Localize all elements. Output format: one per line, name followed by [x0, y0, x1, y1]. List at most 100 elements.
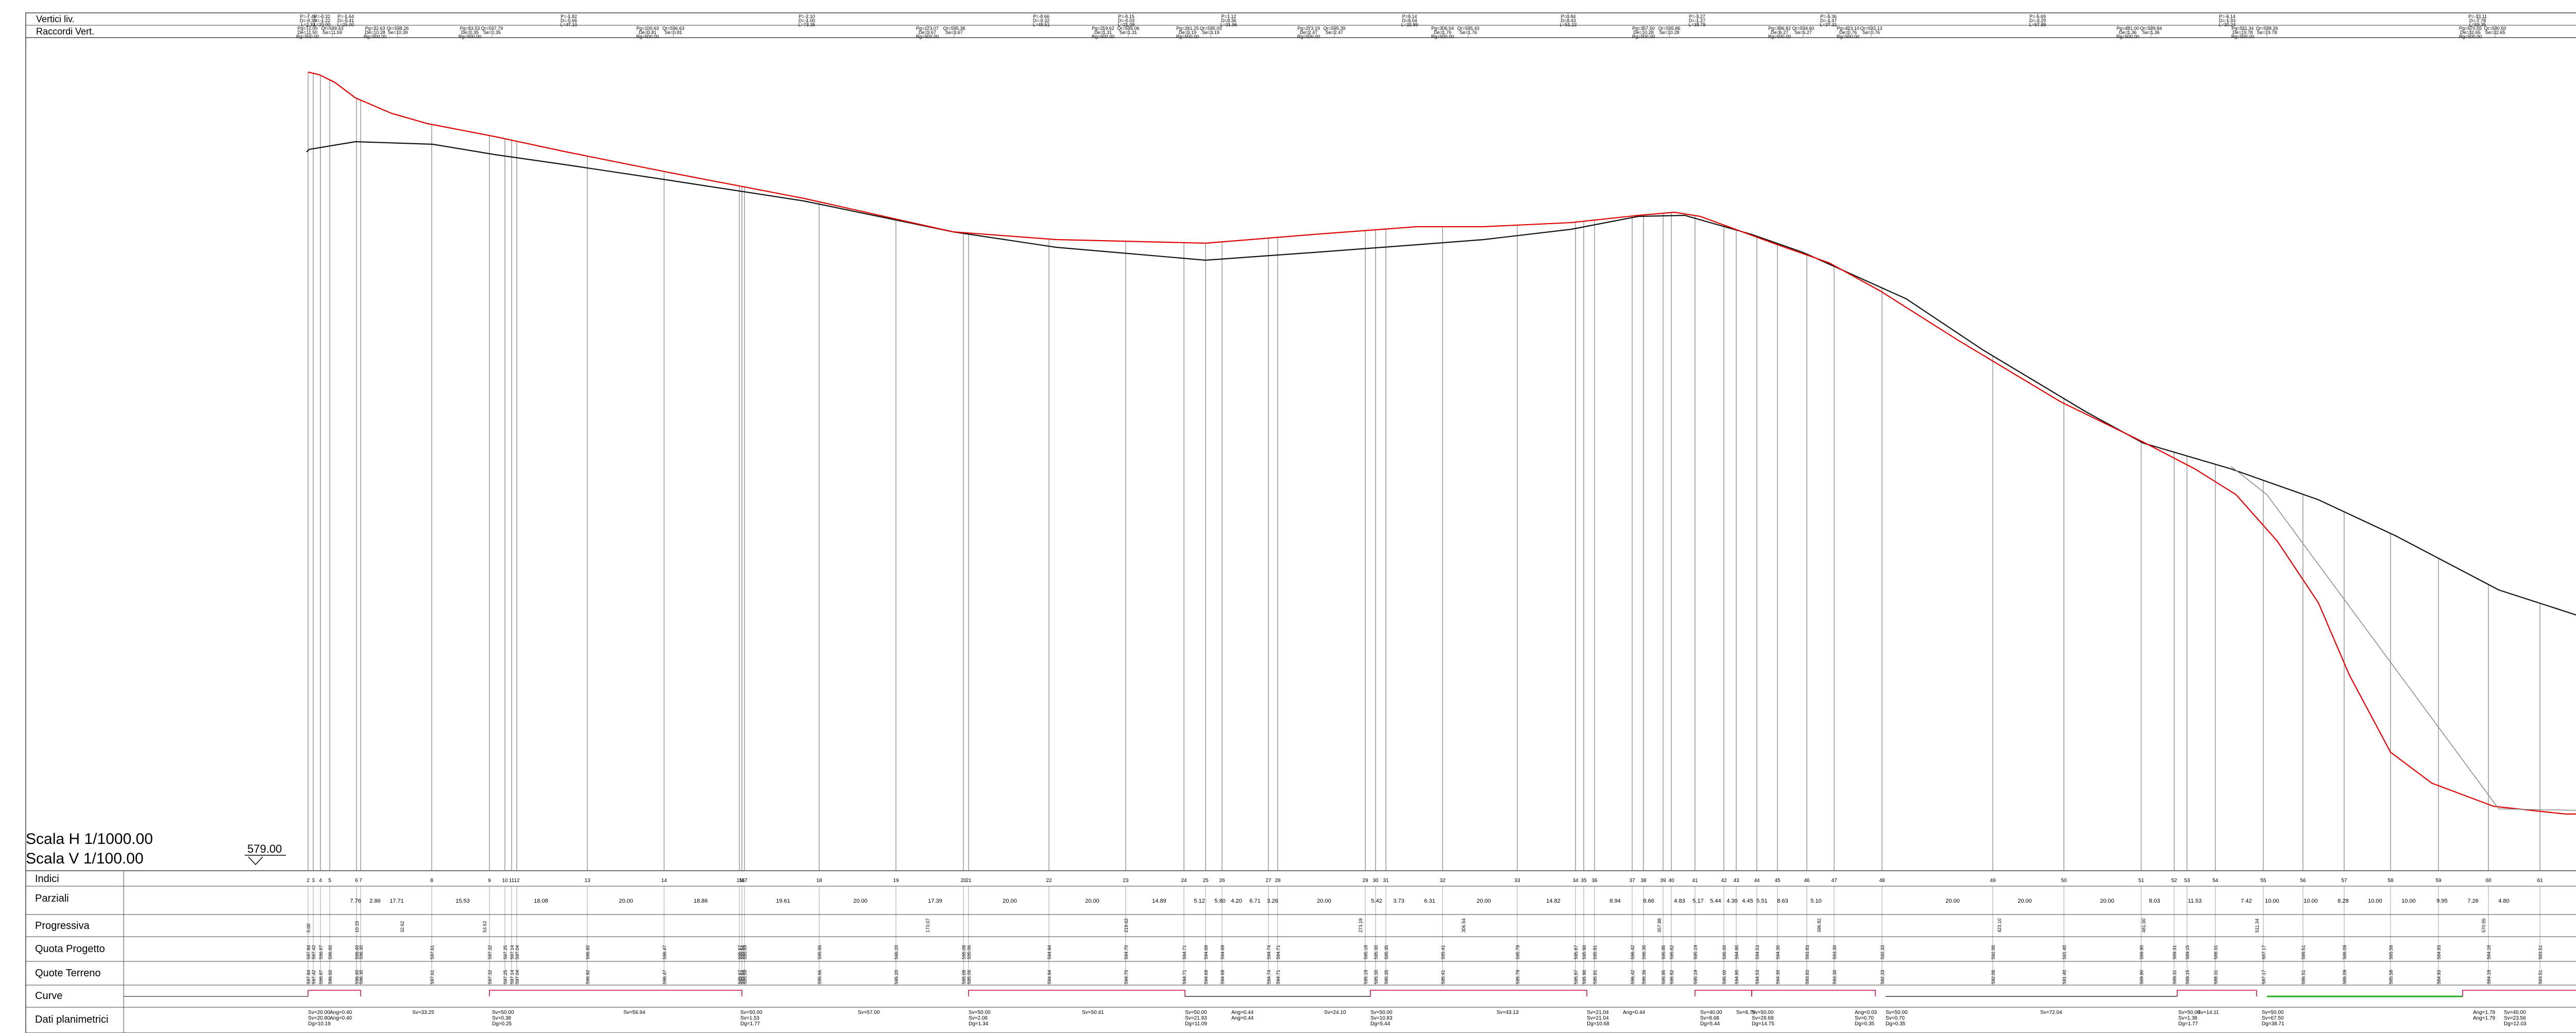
dato-planimetrico: Sv=40.00 Sv=23.56 Dg=12.03 — [2504, 1010, 2527, 1027]
quote-terreno-value: 594.80 — [1734, 970, 1739, 984]
parziale-value: 20.00 — [1477, 898, 1491, 904]
quote-terreno-value: 595.67 — [737, 970, 742, 984]
station-index: 7 — [359, 878, 362, 884]
station-index: 59 — [2435, 878, 2442, 884]
progressiva-value: 396.82 — [1817, 918, 1822, 933]
quota-progetto-value: 594.71 — [1276, 945, 1281, 959]
station-index: 43 — [1733, 878, 1739, 884]
reference-elevation: 579.00 — [247, 842, 282, 855]
quota-progetto-value: 596.36 — [1641, 945, 1647, 959]
quota-progetto-value: 589.31 — [2172, 945, 2177, 959]
curve-arc — [1694, 990, 1752, 996]
quota-progetto-value: 595.19 — [1693, 945, 1698, 959]
quota-progetto-value: 595.41 — [1440, 945, 1446, 959]
quote-terreno-value: 588.31 — [2213, 970, 2218, 984]
parziale-value: 18.86 — [693, 898, 708, 904]
station-index: 36 — [1591, 878, 1598, 884]
parziale-value: 4.45 — [1742, 898, 1753, 904]
quote-terreno-value: 596.60 — [328, 970, 333, 984]
parziale-value: 10.00 — [2368, 898, 2382, 904]
data-table: Indici Parziali Progressiva Quota Proget… — [25, 870, 2576, 1033]
parziale-value: 17.39 — [928, 898, 942, 904]
parziale-value: 20.00 — [2100, 898, 2114, 904]
dato-planimetrico: Ang=0.44 Ang=0.44 — [1231, 1010, 1254, 1021]
quota-progetto-value: 597.14 — [510, 945, 515, 959]
quote-terreno-value: 586.51 — [2301, 970, 2306, 984]
quote-terreno-value: 589.90 — [2139, 970, 2144, 984]
quota-progetto-value: 589.90 — [2139, 945, 2144, 959]
station-index: 10 — [502, 878, 508, 884]
quota-progetto-value: 594.94 — [1047, 945, 1052, 959]
dato-planimetrico: Sv=50.00 Sv=10.83 Dg=5.44 — [1370, 1010, 1393, 1027]
quote-terreno-value: 589.31 — [2172, 970, 2177, 984]
dato-planimetrico: Ang=1.79 Ang=1.79 — [2473, 1010, 2496, 1021]
progressiva-value: 511.34 — [2255, 919, 2260, 933]
station-index: 54 — [2212, 878, 2218, 884]
quote-terreno-value: 584.93 — [2436, 970, 2442, 984]
quota-progetto-value: 597.32 — [487, 945, 493, 959]
quote-terreno-value: 596.30 — [359, 970, 364, 984]
quote-terreno-value: 597.84 — [306, 970, 311, 984]
station-index: 35 — [1581, 878, 1587, 884]
quota-progetto-value: 595.59 — [742, 945, 748, 959]
quota-progetto-value: 597.25 — [503, 945, 508, 959]
dato-planimetrico: Ang=0.40 Ang=0.40 — [330, 1010, 352, 1021]
quota-progetto-value: 597.04 — [515, 945, 520, 959]
parziale-value: 7.76 — [350, 898, 361, 904]
dato-planimetrico: Sv=50.00 Sv=21.93 Dg=11.09 — [1185, 1010, 1207, 1027]
parziale-value: 3.26 — [1267, 898, 1278, 904]
quote-terreno-value: 595.59 — [742, 970, 748, 984]
quota-progetto-value: 593.30 — [1832, 945, 1837, 959]
quota-progetto-value: 594.74 — [1266, 945, 1272, 959]
row-label-dati-planimetrici: Dati planimetrici — [35, 1014, 108, 1025]
quote-terreno-value: 595.66 — [817, 970, 822, 984]
station-index: 12 — [514, 878, 520, 884]
station-index: 51 — [2138, 878, 2144, 884]
station-index: 38 — [1640, 878, 1647, 884]
dato-planimetrico: Sv=50.41 — [1082, 1010, 1104, 1015]
station-index: 14 — [661, 878, 667, 884]
profile-area — [306, 71, 2576, 985]
quote-terreno-value: 597.42 — [311, 970, 316, 984]
station-index: 33 — [1514, 878, 1520, 884]
dato-planimetrico: Sv=50.00 Sv=2.06 Dg=1.34 — [969, 1010, 991, 1027]
quote-terreno-value: 596.87 — [318, 970, 324, 984]
quote-terreno-value: 594.71 — [1276, 970, 1281, 984]
parziale-value: 18.08 — [534, 898, 548, 904]
dato-planimetrico: Sv=56.94 — [623, 1010, 646, 1015]
scale-h-label: Scala H 1/1000.00 — [26, 831, 153, 848]
quota-progetto-value: 586.09 — [2342, 945, 2347, 959]
quote-terreno-value: 593.83 — [1805, 970, 1810, 984]
quote-terreno-value: 592.06 — [1991, 970, 1996, 984]
station-index: 52 — [2171, 878, 2177, 884]
quota-progetto-value: 594.69 — [1204, 945, 1209, 959]
parziale-value: 20.00 — [2018, 898, 2032, 904]
quote-terreno-value: 594.70 — [1124, 970, 1129, 984]
quota-progetto-value: 594.80 — [1734, 945, 1739, 959]
station-index: 61 — [2537, 878, 2543, 884]
parziale-value: 5.17 — [1692, 898, 1703, 904]
station-index: 55 — [2260, 878, 2266, 884]
parziale-value: 4.80 — [2498, 898, 2509, 904]
station-index: 29 — [1362, 878, 1368, 884]
parziale-value: 2.86 — [369, 898, 380, 904]
quota-progetto-value: 595.66 — [817, 945, 822, 959]
station-index: 19 — [893, 878, 899, 884]
quota-progetto-value: 595.35 — [1384, 945, 1389, 959]
station-index: 23 — [1123, 878, 1129, 884]
dato-planimetrico: Sv=50.00 Sv=0.38 Dg=0.25 — [492, 1010, 514, 1027]
dato-planimetrico: Sv=20.00 Sv=20.80 Dg=10.19 — [308, 1010, 331, 1027]
quote-terreno-value: 591.40 — [2062, 970, 2067, 984]
station-index: 5 — [328, 878, 331, 884]
row-label-curve: Curve — [35, 990, 62, 1002]
station-index: 39 — [1660, 878, 1666, 884]
quote-terreno-value: 595.41 — [1440, 970, 1446, 984]
quota-progetto-value: 595.18 — [1363, 945, 1368, 959]
quota-progetto-value: 583.51 — [2538, 945, 2543, 959]
scale-notes: Scala H 1/1000.00 Scala V 1/100.00 579.0… — [26, 831, 286, 867]
design-profile-line — [308, 71, 2576, 815]
station-index: 45 — [1774, 878, 1781, 884]
parziale-value: 17.71 — [389, 898, 404, 904]
